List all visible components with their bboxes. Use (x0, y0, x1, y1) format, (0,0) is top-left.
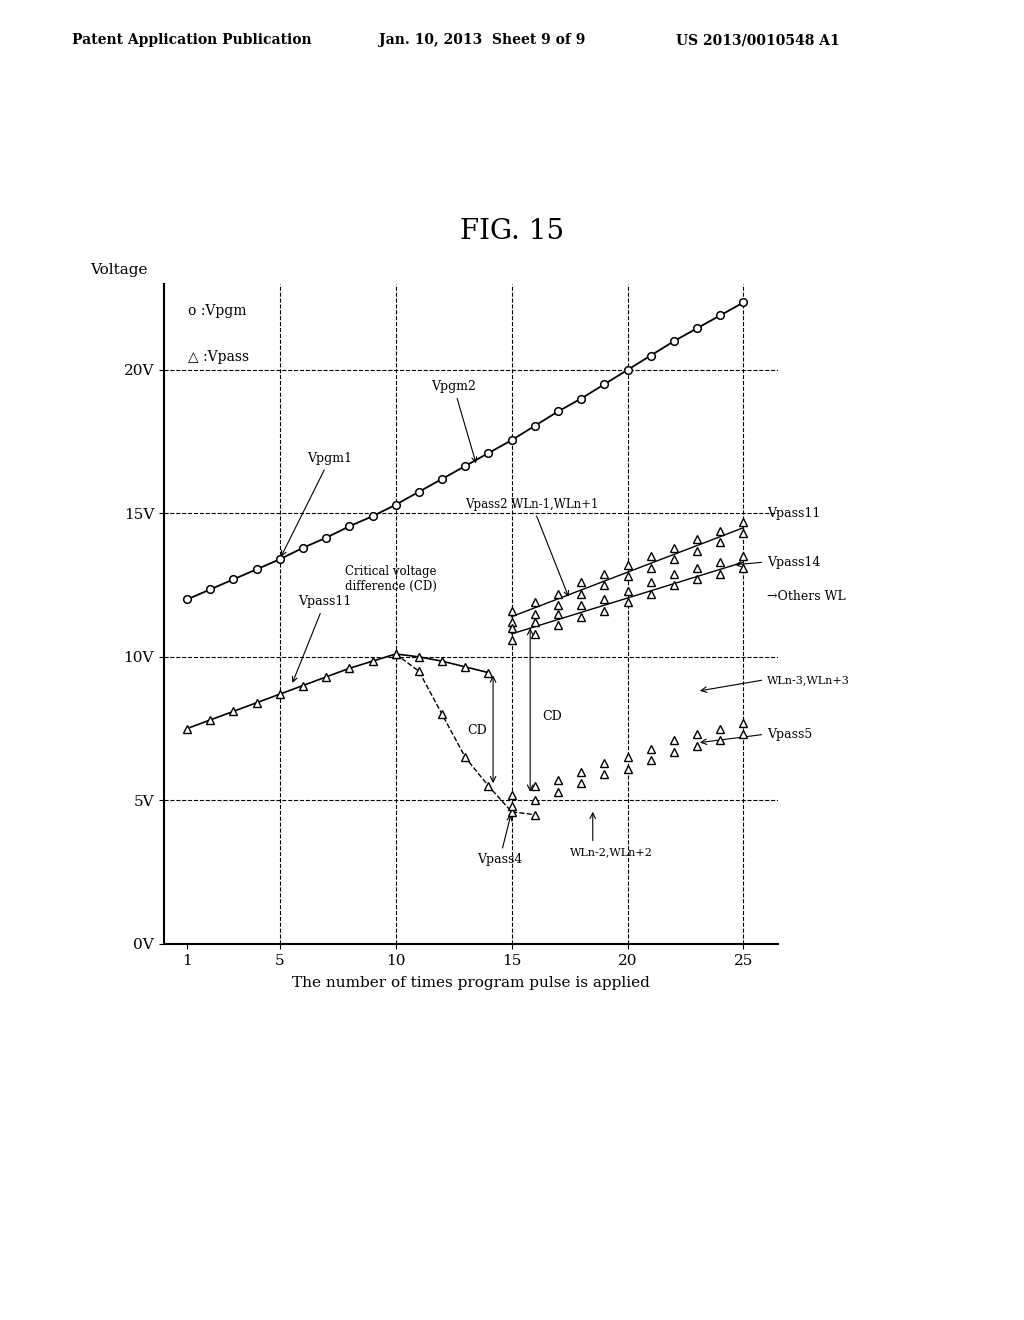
Text: o :Vpgm: o :Vpgm (188, 304, 247, 318)
Text: Vpass11: Vpass11 (767, 507, 820, 520)
Text: Patent Application Publication: Patent Application Publication (72, 33, 311, 48)
Text: CD: CD (467, 725, 486, 738)
Text: Critical voltage
difference (CD): Critical voltage difference (CD) (345, 565, 436, 593)
Text: WLn-3,WLn+3: WLn-3,WLn+3 (767, 675, 850, 685)
Text: △ :Vpass: △ :Vpass (188, 350, 250, 364)
Text: →Others WL: →Others WL (767, 590, 846, 603)
Text: US 2013/0010548 A1: US 2013/0010548 A1 (676, 33, 840, 48)
Text: Vpgm2: Vpgm2 (431, 380, 477, 462)
X-axis label: The number of times program pulse is applied: The number of times program pulse is app… (292, 975, 650, 990)
Text: FIG. 15: FIG. 15 (460, 218, 564, 244)
Text: Vpass2 WLn-1,WLn+1: Vpass2 WLn-1,WLn+1 (465, 498, 599, 595)
Text: Voltage: Voltage (90, 263, 147, 277)
Text: Vpass14: Vpass14 (767, 556, 820, 569)
Text: WLn-2,WLn+2: WLn-2,WLn+2 (569, 847, 652, 857)
Text: Vpass5: Vpass5 (767, 727, 812, 741)
Text: CD: CD (542, 710, 561, 723)
Text: Vpass11: Vpass11 (293, 595, 351, 682)
Text: Jan. 10, 2013  Sheet 9 of 9: Jan. 10, 2013 Sheet 9 of 9 (379, 33, 586, 48)
Text: Vpgm1: Vpgm1 (282, 451, 352, 556)
Text: Vpass4: Vpass4 (477, 816, 522, 866)
